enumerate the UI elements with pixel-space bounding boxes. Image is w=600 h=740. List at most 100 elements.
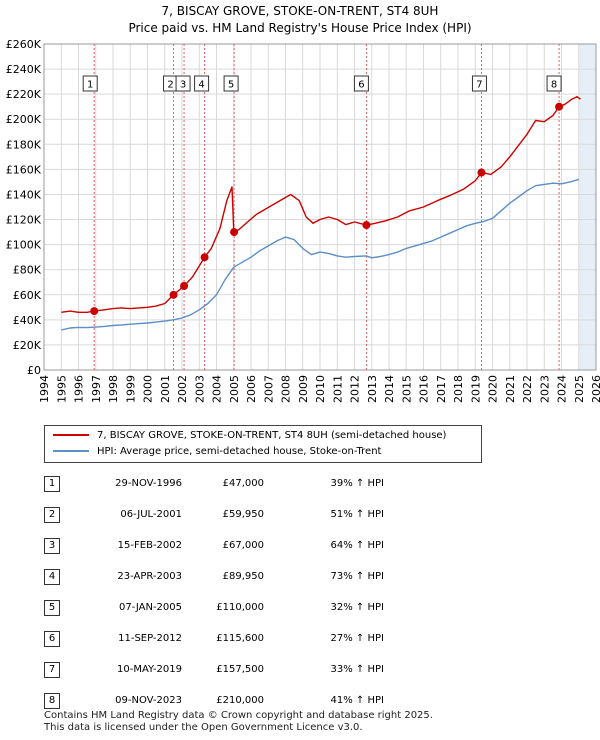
x-tick-label: 2003 [193, 375, 206, 403]
footer-copyright: Contains HM Land Registry data © Crown c… [44, 710, 433, 721]
x-tick-label: 2016 [418, 375, 431, 403]
sale-label-box [471, 75, 487, 92]
transaction-date: 11-SEP-2012 [118, 633, 182, 644]
sale-point [555, 102, 564, 111]
transaction-number: 6 [44, 631, 60, 647]
sale-label-box [82, 75, 98, 92]
transaction-date: 09-NOV-2023 [115, 695, 182, 706]
transaction-hpi: 64% ↑ HPI [330, 540, 384, 551]
chart-title: 7, BISCAY GROVE, STOKE-ON-TRENT, ST4 8UH [162, 4, 439, 18]
x-tick-label: 2024 [556, 375, 569, 403]
transaction-number: 7 [44, 662, 60, 678]
x-tick-label: 2013 [366, 375, 379, 403]
transaction-price: £110,000 [216, 602, 264, 613]
x-tick-label: 2026 [590, 375, 600, 403]
x-tick-label: 2025 [573, 375, 586, 403]
sale-label: 3 [180, 80, 186, 91]
x-tick-label: 1999 [124, 375, 137, 403]
transaction-number: 2 [44, 507, 60, 523]
transaction-date: 15-FEB-2002 [117, 540, 182, 551]
x-tick-label: 2023 [538, 375, 551, 403]
x-tick-label: 2010 [314, 375, 327, 403]
transaction-date: 10-MAY-2019 [116, 664, 182, 675]
transaction-number: 8 [44, 693, 60, 709]
plot-frame [43, 43, 597, 371]
transaction-number: 4 [44, 569, 60, 585]
legend-property-swatch [53, 434, 89, 436]
y-tick-label: £200K [6, 113, 42, 126]
transaction-hpi: 41% ↑ HPI [330, 695, 384, 706]
transaction-hpi: 27% ↑ HPI [330, 633, 384, 644]
x-tick-label: 2006 [245, 375, 258, 403]
x-tick-label: 2011 [331, 375, 344, 403]
transaction-date: 23-APR-2003 [117, 571, 182, 582]
x-tick-label: 2022 [521, 375, 534, 403]
table-row: 3 15-FEB-2002 £67,000 64% ↑ HPI [44, 536, 464, 556]
y-tick-label: £20K [13, 339, 42, 352]
transaction-price: £210,000 [216, 695, 264, 706]
x-tick-label: 2002 [176, 375, 189, 403]
transaction-date: 06-JUL-2001 [120, 509, 182, 520]
x-tick-label: 2018 [452, 375, 465, 403]
price-chart: 7, BISCAY GROVE, STOKE-ON-TRENT, ST4 8UH… [6, 4, 600, 403]
y-tick-label: £0 [27, 364, 41, 377]
sale-label: 8 [551, 80, 557, 91]
sale-point [362, 221, 371, 230]
sale-label: 2 [167, 80, 173, 91]
x-tick-label: 1995 [55, 375, 68, 403]
table-row: 7 10-MAY-2019 £157,500 33% ↑ HPI [44, 660, 464, 680]
sale-point [230, 228, 239, 237]
transaction-hpi: 73% ↑ HPI [330, 571, 384, 582]
sale-label-box [353, 75, 369, 92]
table-row: 6 11-SEP-2012 £115,600 27% ↑ HPI [44, 629, 464, 649]
x-tick-label: 1994 [38, 375, 51, 403]
x-tick-label: 2017 [435, 375, 448, 403]
footer-licence: This data is licensed under the Open Gov… [44, 722, 363, 733]
y-tick-label: £120K [6, 214, 42, 227]
transaction-price: £89,950 [222, 571, 264, 582]
sale-point [169, 290, 178, 299]
sale-label-box [175, 75, 191, 92]
legend-hpi: HPI: Average price, semi-detached house,… [53, 444, 381, 460]
transaction-hpi: 39% ↑ HPI [330, 478, 384, 489]
legend-hpi-label: HPI: Average price, semi-detached house,… [97, 446, 382, 457]
legend-property-label: 7, BISCAY GROVE, STOKE-ON-TRENT, ST4 8UH… [97, 430, 447, 441]
transaction-date: 29-NOV-1996 [115, 478, 182, 489]
transaction-price: £115,600 [216, 633, 264, 644]
x-tick-label: 2009 [297, 375, 310, 403]
x-tick-label: 2014 [383, 375, 396, 403]
table-row: 4 23-APR-2003 £89,950 73% ↑ HPI [44, 567, 464, 587]
y-tick-label: £260K [6, 38, 42, 51]
sale-point [180, 281, 189, 290]
sale-point [477, 168, 486, 177]
x-tick-label: 2021 [504, 375, 517, 403]
table-row: 8 09-NOV-2023 £210,000 41% ↑ HPI [44, 691, 464, 711]
x-tick-label: 1997 [90, 375, 103, 403]
sale-label: 7 [476, 80, 482, 91]
transaction-price: £59,950 [222, 509, 264, 520]
transaction-price: £157,500 [216, 664, 264, 675]
sale-label-box [223, 75, 239, 92]
x-tick-label: 2001 [159, 375, 172, 403]
sale-label: 5 [228, 80, 234, 91]
table-row: 5 07-JAN-2005 £110,000 32% ↑ HPI [44, 598, 464, 618]
transaction-number: 3 [44, 538, 60, 554]
forecast-shade [578, 44, 596, 370]
sale-point [200, 253, 209, 262]
sale-label-box [546, 75, 562, 92]
transaction-number: 5 [44, 600, 60, 616]
x-tick-label: 2005 [228, 375, 241, 403]
y-tick-label: £80K [13, 264, 42, 277]
transaction-hpi: 33% ↑ HPI [330, 664, 384, 675]
transaction-number: 1 [44, 476, 60, 492]
x-tick-label: 2012 [349, 375, 362, 403]
sale-label-box [194, 75, 210, 92]
legend: 7, BISCAY GROVE, STOKE-ON-TRENT, ST4 8UH… [44, 425, 482, 463]
x-tick-label: 2000 [142, 375, 155, 403]
transaction-hpi: 32% ↑ HPI [330, 602, 384, 613]
transaction-date: 07-JAN-2005 [118, 602, 182, 613]
y-tick-label: £160K [6, 163, 42, 176]
chart-subtitle: Price paid vs. HM Land Registry's House … [128, 21, 471, 35]
x-tick-label: 2007 [262, 375, 275, 403]
footer: Contains HM Land Registry data © Crown c… [44, 710, 433, 734]
